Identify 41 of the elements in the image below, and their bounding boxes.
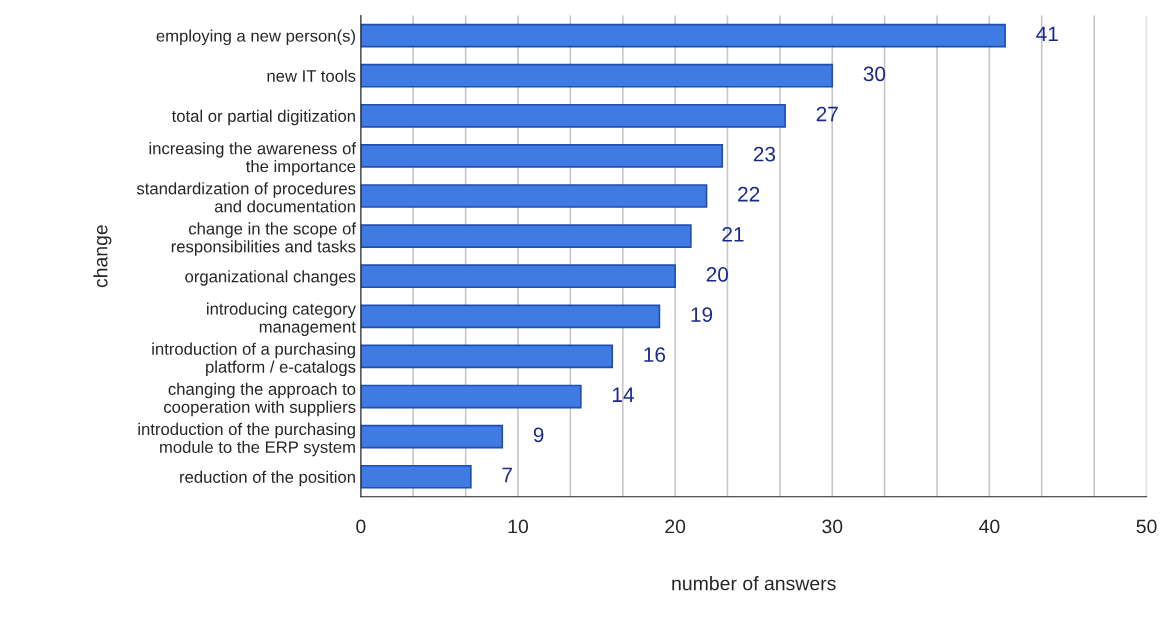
y-tick-label: introduction of the purchasing module to the ERP system: [138, 422, 355, 457]
bar: [360, 144, 724, 168]
bar: [360, 264, 676, 289]
y-tick-label: new IT tools: [267, 69, 356, 82]
bar: [360, 184, 708, 208]
data-label: 9: [533, 427, 544, 443]
y-tick-label: total or partial digitization: [171, 109, 355, 126]
y-axis-title: change: [93, 225, 112, 288]
bar: [360, 464, 472, 489]
bar: [360, 384, 582, 409]
data-label: 16: [644, 347, 666, 363]
bar: [360, 63, 834, 88]
y-tick-label: organizational changes: [185, 270, 356, 286]
x-axis-title: number of answers: [672, 576, 836, 591]
data-label: 30: [863, 66, 886, 82]
bar: [360, 224, 692, 248]
bar: [360, 304, 661, 329]
x-tick-label: 10: [508, 519, 529, 534]
data-label: 21: [722, 226, 744, 242]
bar: [360, 103, 786, 128]
y-tick-label: introducing category management: [207, 302, 356, 336]
data-label: 23: [753, 146, 776, 162]
y-tick-label: changing the approach to cooperation with suppliers: [164, 382, 356, 417]
data-label: 41: [1036, 26, 1058, 41]
x-tick-label: 30: [822, 519, 843, 534]
data-label: 14: [612, 387, 634, 402]
y-tick-label: employing a new person(s): [156, 29, 355, 46]
x-tick-label: 50: [1136, 519, 1157, 534]
data-label: 7: [502, 467, 512, 483]
bar: [360, 23, 1006, 48]
x-tick-label: 40: [979, 519, 1000, 534]
y-tick-label: reduction of the position: [180, 470, 355, 487]
x-tick-label: 0: [356, 519, 366, 534]
bar: [360, 424, 504, 449]
bar: [360, 344, 614, 369]
data-label: 19: [691, 307, 713, 322]
x-tick-label: 20: [665, 519, 686, 534]
y-tick-label: change in the scope of responsibilities and tasks: [171, 222, 357, 256]
data-label: 22: [738, 186, 760, 202]
data-label: 20: [706, 267, 729, 282]
data-label: 27: [816, 106, 838, 122]
